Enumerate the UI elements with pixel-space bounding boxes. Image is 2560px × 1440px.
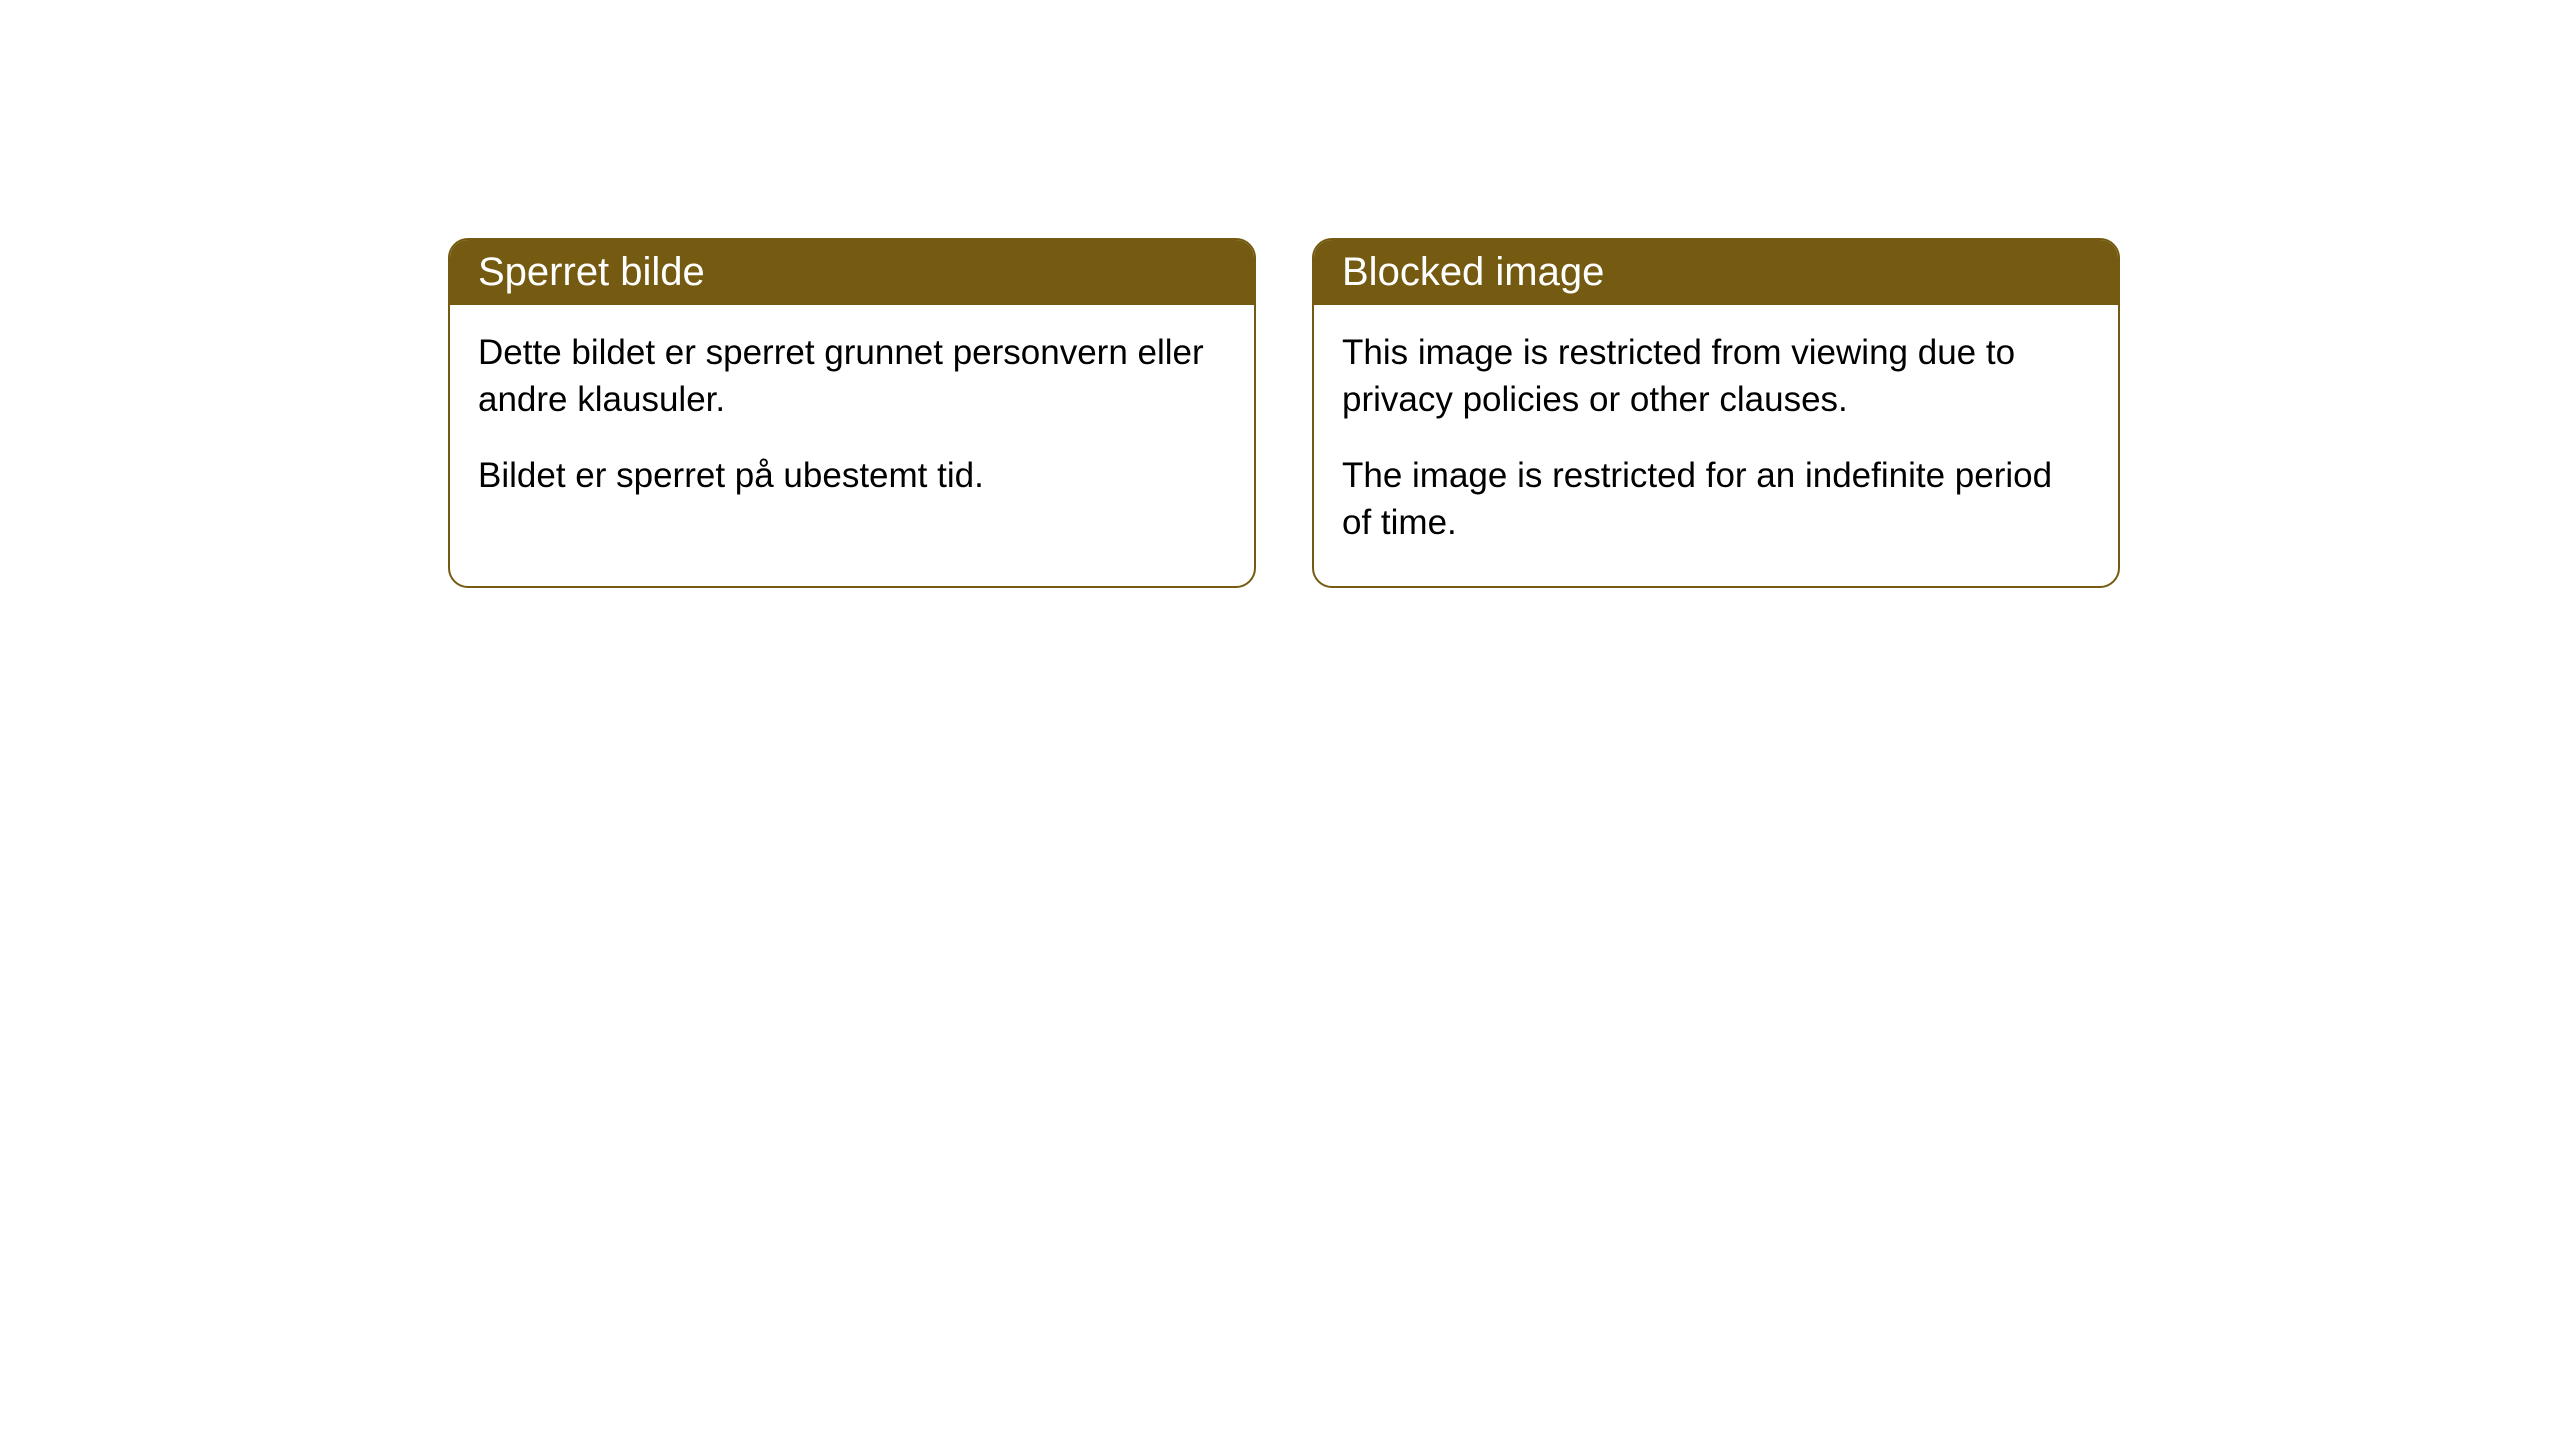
- card-title: Sperret bilde: [478, 250, 705, 294]
- card-header: Sperret bilde: [450, 240, 1254, 305]
- card-paragraph: Dette bildet er sperret grunnet personve…: [478, 329, 1226, 424]
- card-body: Dette bildet er sperret grunnet personve…: [450, 305, 1254, 539]
- card-paragraph: Bildet er sperret på ubestemt tid.: [478, 452, 1226, 499]
- card-paragraph: The image is restricted for an indefinit…: [1342, 452, 2090, 547]
- notice-card-english: Blocked image This image is restricted f…: [1312, 238, 2120, 588]
- card-paragraph: This image is restricted from viewing du…: [1342, 329, 2090, 424]
- notice-container: Sperret bilde Dette bildet er sperret gr…: [448, 238, 2120, 588]
- card-title: Blocked image: [1342, 250, 1604, 294]
- card-body: This image is restricted from viewing du…: [1314, 305, 2118, 586]
- notice-card-norwegian: Sperret bilde Dette bildet er sperret gr…: [448, 238, 1256, 588]
- card-header: Blocked image: [1314, 240, 2118, 305]
